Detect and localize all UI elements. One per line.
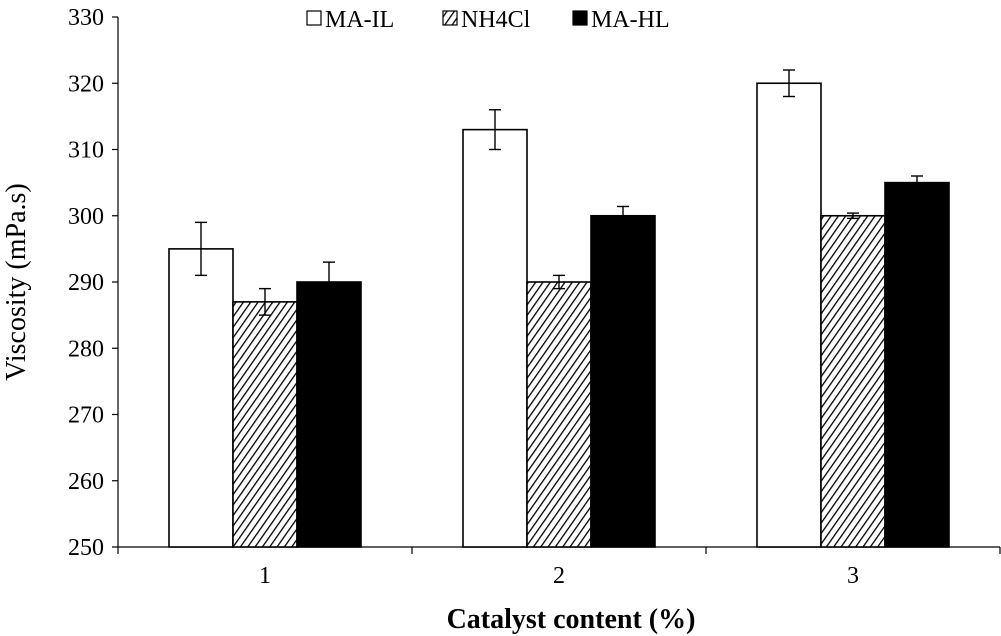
bar-ma-hl: [296, 281, 362, 548]
y-tick-label: 270: [68, 403, 104, 429]
x-tick-label: 2: [553, 563, 565, 589]
y-tick-label: 320: [68, 71, 104, 97]
bar-nh4cl: [820, 214, 886, 548]
legend-label: NH4Cl: [461, 7, 531, 33]
bar-ma-il: [168, 248, 234, 548]
bar-nh4cl: [526, 281, 592, 548]
bar-ma-hl: [884, 181, 950, 548]
y-tick-label: 260: [68, 469, 104, 495]
bar-ma-hl: [590, 214, 656, 548]
legend-swatch-nh4cl: [442, 10, 458, 26]
bar-ma-il: [756, 82, 822, 548]
legend-swatch-ma-hl: [572, 10, 588, 26]
x-tick-label: 1: [259, 563, 271, 589]
y-axis: 250 260 270 280 290 300 310 320 330: [68, 5, 119, 561]
y-axis-title: Viscosity (mPa.s): [1, 183, 32, 380]
y-tick-label: 310: [68, 138, 104, 164]
bars: [168, 82, 950, 548]
bar-nh4cl: [232, 301, 298, 548]
y-tick-label: 330: [68, 5, 104, 31]
x-axis: 1 2 3: [117, 546, 1001, 589]
legend-label: MA-HL: [591, 7, 670, 33]
y-tick-label: 290: [68, 270, 104, 296]
y-tick-label: 280: [68, 336, 104, 362]
x-tick-label: 3: [847, 563, 859, 589]
legend-swatch-ma-il: [306, 10, 322, 26]
legend-label: MA-IL: [325, 7, 394, 33]
y-tick-label: 250: [68, 535, 104, 561]
bar-ma-il: [462, 128, 528, 548]
x-axis-title: Catalyst content (%): [447, 604, 696, 635]
error-bars: [195, 69, 923, 316]
y-tick-label: 300: [68, 204, 104, 230]
legend: MA-IL NH4Cl MA-HL: [306, 7, 670, 33]
